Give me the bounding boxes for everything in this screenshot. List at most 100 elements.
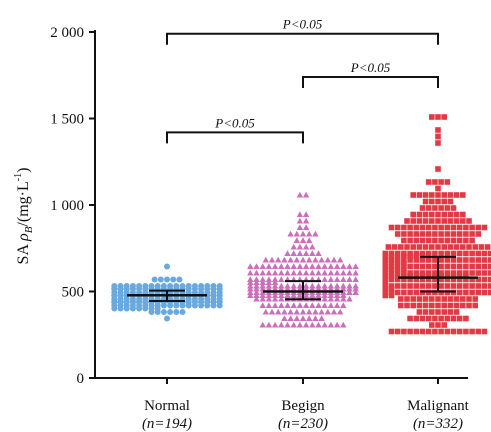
- data-point: [450, 270, 457, 276]
- data-point: [444, 270, 451, 276]
- data-point: [422, 211, 429, 218]
- data-point: [422, 192, 429, 198]
- data-point: [185, 302, 192, 309]
- data-point: [318, 256, 325, 263]
- data-point: [413, 231, 420, 237]
- data-point: [315, 250, 322, 257]
- data-point: [151, 276, 158, 283]
- data-point: [278, 321, 285, 328]
- data-point: [299, 315, 307, 322]
- data-point: [460, 218, 466, 224]
- data-point: [481, 257, 488, 263]
- data-point: [290, 285, 297, 292]
- data-point: [475, 231, 482, 237]
- data-point: [453, 244, 460, 250]
- data-point: [416, 244, 423, 250]
- data-point: [429, 309, 435, 315]
- data-point: [463, 224, 469, 231]
- data-point: [284, 263, 291, 270]
- data-point: [321, 263, 328, 270]
- data-point: [441, 114, 447, 120]
- data-point: [290, 321, 297, 328]
- data-point: [398, 244, 404, 250]
- data-point: [432, 250, 438, 257]
- data-point: [253, 282, 260, 289]
- data-point: [429, 322, 435, 328]
- data-point: [259, 279, 266, 286]
- data-point: [136, 305, 143, 312]
- data-point: [475, 289, 482, 296]
- data-point: [432, 224, 438, 231]
- data-point: [404, 302, 410, 309]
- data-point: [290, 243, 297, 250]
- data-point: [469, 231, 475, 237]
- data-point: [435, 309, 441, 315]
- data-point: [456, 270, 463, 276]
- data-point: [271, 285, 279, 292]
- data-point: [398, 302, 404, 309]
- data-point: [401, 224, 407, 231]
- data-point: [281, 308, 288, 315]
- data-point: [487, 289, 491, 296]
- data-point: [487, 276, 491, 283]
- data-point: [432, 237, 438, 244]
- data-point: [435, 192, 441, 198]
- data-point: [481, 289, 488, 296]
- data-point: [284, 292, 291, 299]
- data-point: [444, 328, 451, 335]
- data-point: [419, 273, 426, 279]
- data-point: [394, 273, 401, 279]
- data-point: [253, 279, 260, 286]
- data-point: [315, 292, 322, 299]
- data-point: [401, 266, 407, 273]
- data-point: [447, 244, 454, 250]
- data-point: [382, 270, 389, 276]
- data-point: [432, 283, 438, 289]
- data-point: [453, 211, 460, 218]
- data-point: [327, 282, 335, 289]
- data-point: [293, 315, 300, 322]
- significance-label: P<0.05: [350, 60, 391, 75]
- data-point: [394, 253, 401, 260]
- data-point: [318, 315, 325, 322]
- data-point: [413, 224, 420, 231]
- data-point: [407, 283, 413, 289]
- data-point: [456, 283, 463, 289]
- data-point: [296, 243, 304, 250]
- data-point: [296, 224, 304, 231]
- data-point: [441, 198, 447, 205]
- data-point: [429, 114, 435, 120]
- data-point: [275, 308, 282, 315]
- category-n-label: (n=194): [142, 416, 192, 432]
- data-point: [278, 276, 285, 283]
- data-point: [447, 302, 454, 309]
- data-point: [388, 328, 395, 335]
- data-point: [429, 244, 435, 250]
- data-point: [416, 296, 423, 302]
- data-point: [321, 295, 328, 302]
- data-point: [422, 309, 429, 315]
- data-point: [247, 285, 254, 292]
- data-point: [444, 250, 451, 257]
- data-point: [429, 211, 435, 218]
- data-point: [401, 270, 407, 276]
- data-point: [284, 321, 291, 328]
- data-point: [388, 289, 395, 296]
- data-point: [450, 231, 457, 237]
- data-point: [388, 283, 395, 289]
- data-point: [394, 224, 401, 231]
- data-point: [444, 263, 451, 270]
- data-point: [444, 276, 451, 283]
- data-point: [265, 263, 273, 270]
- data-point: [401, 283, 407, 289]
- data-point: [463, 328, 469, 335]
- data-point: [262, 308, 269, 315]
- data-point: [271, 282, 279, 289]
- data-point: [340, 321, 347, 328]
- data-point: [123, 305, 130, 312]
- data-point: [425, 273, 432, 279]
- data-point: [438, 179, 444, 185]
- data-point: [259, 269, 266, 276]
- data-point: [160, 309, 167, 315]
- significance-label: P<0.05: [214, 115, 255, 130]
